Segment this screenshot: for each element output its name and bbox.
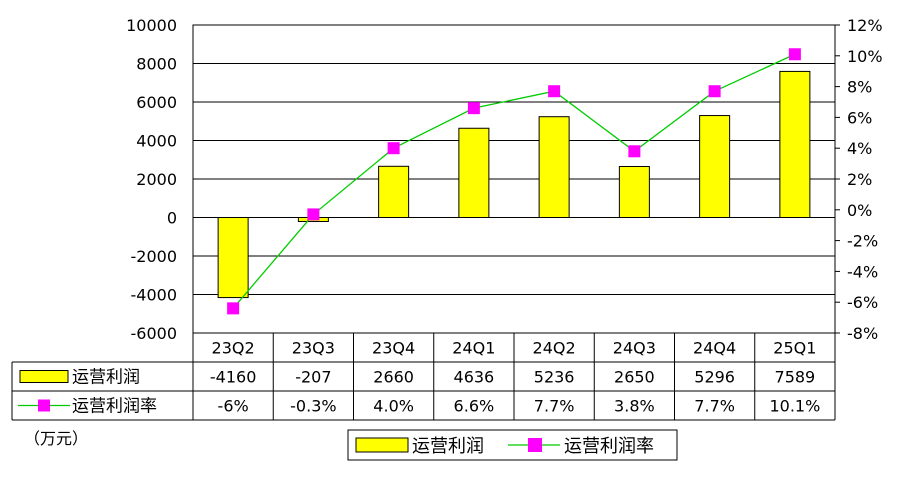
y-right-tick-label: -8% [847, 324, 878, 343]
data-table: 23Q2 23Q3 23Q4 24Q1 24Q2 24Q3 24Q4 25Q1 运营利润 -416… [11, 333, 836, 421]
line-point [548, 85, 561, 98]
bar-series [217, 70, 811, 299]
line-point [708, 85, 721, 98]
table-value: 6.6% [454, 397, 495, 416]
y-left-tick-label: -2000 [131, 247, 178, 266]
y-right-tick-label: 4% [847, 139, 872, 158]
line-point [227, 302, 240, 315]
bar [618, 165, 650, 219]
table-value: -4160 [210, 368, 257, 387]
bar [378, 165, 410, 218]
y-left-tick-label: 2000 [136, 170, 177, 189]
table-value: 2660 [373, 368, 414, 387]
y-left-tick-label: 0 [167, 209, 177, 228]
legend-key-bar [355, 437, 409, 453]
table-value: 3.8% [614, 397, 655, 416]
table-key-marker [38, 399, 50, 412]
y-left-tick-label: -4000 [131, 286, 178, 305]
unit-note: （万元） [24, 429, 88, 448]
y-left-tick-label: 8000 [136, 55, 177, 74]
x-tick-label: 25Q1 [773, 339, 816, 358]
x-tick-label: 23Q3 [292, 339, 335, 358]
y-right-tick-label: 0% [847, 201, 872, 220]
y-left-tick-label: -6000 [131, 324, 178, 343]
gridlines [192, 24, 836, 334]
line-point [307, 208, 320, 221]
y-right-tick-label: -2% [847, 232, 878, 251]
table-value: -0.3% [290, 397, 336, 416]
table-value: -6% [218, 397, 249, 416]
legend-key-marker [528, 438, 542, 452]
table-value: 4.0% [373, 397, 414, 416]
axes: -6000 -4000 -2000 0 2000 4000 6000 8000 10000 -8%… [126, 16, 882, 343]
line-point [628, 145, 641, 158]
table-value: 4636 [454, 368, 495, 387]
legend: 运营利润 运营利润率 [347, 429, 678, 461]
line-point [467, 102, 480, 115]
table-value: 2650 [614, 368, 655, 387]
table-value: 7.7% [534, 397, 575, 416]
x-tick-label: 24Q1 [452, 339, 495, 358]
y-right-tick-label: 10% [847, 47, 883, 66]
bar [538, 116, 570, 218]
x-tick-label: 23Q4 [372, 339, 415, 358]
y-left-tick-label: 4000 [136, 132, 177, 151]
x-tick-label: 23Q2 [212, 339, 255, 358]
x-tick-label: 24Q4 [693, 339, 736, 358]
y-right-tick-label: 2% [847, 170, 872, 189]
y-left-tick-label: 10000 [126, 16, 177, 35]
bar [779, 70, 811, 219]
table-key-bar [19, 370, 69, 383]
y-right-tick-label: -6% [847, 293, 878, 312]
x-tick-label: 24Q3 [613, 339, 656, 358]
bar [217, 217, 249, 299]
legend-label: 运营利润 [412, 436, 484, 457]
bar [458, 127, 490, 218]
line-point [387, 142, 400, 155]
table-value: -207 [295, 368, 331, 387]
table-series-label: 运营利润 [72, 368, 140, 388]
margin-line [232, 53, 796, 309]
y-right-tick-label: 8% [847, 78, 872, 97]
table-value: 7589 [775, 368, 816, 387]
y-right-tick-label: -4% [847, 262, 878, 281]
x-tick-label: 24Q2 [533, 339, 576, 358]
line-point [788, 48, 801, 61]
table-value: 7.7% [694, 397, 735, 416]
table-value: 10.1% [769, 397, 820, 416]
table-series-label: 运营利润率 [72, 397, 157, 417]
line-series [227, 48, 801, 315]
table-value: 5296 [694, 368, 735, 387]
y-right-tick-label: 6% [847, 108, 872, 127]
y-left-tick-label: 6000 [136, 93, 177, 112]
table-value: 5236 [534, 368, 575, 387]
y-right-tick-label: 12% [847, 16, 883, 35]
legend-label: 运营利润率 [564, 436, 654, 457]
bar [699, 115, 731, 218]
